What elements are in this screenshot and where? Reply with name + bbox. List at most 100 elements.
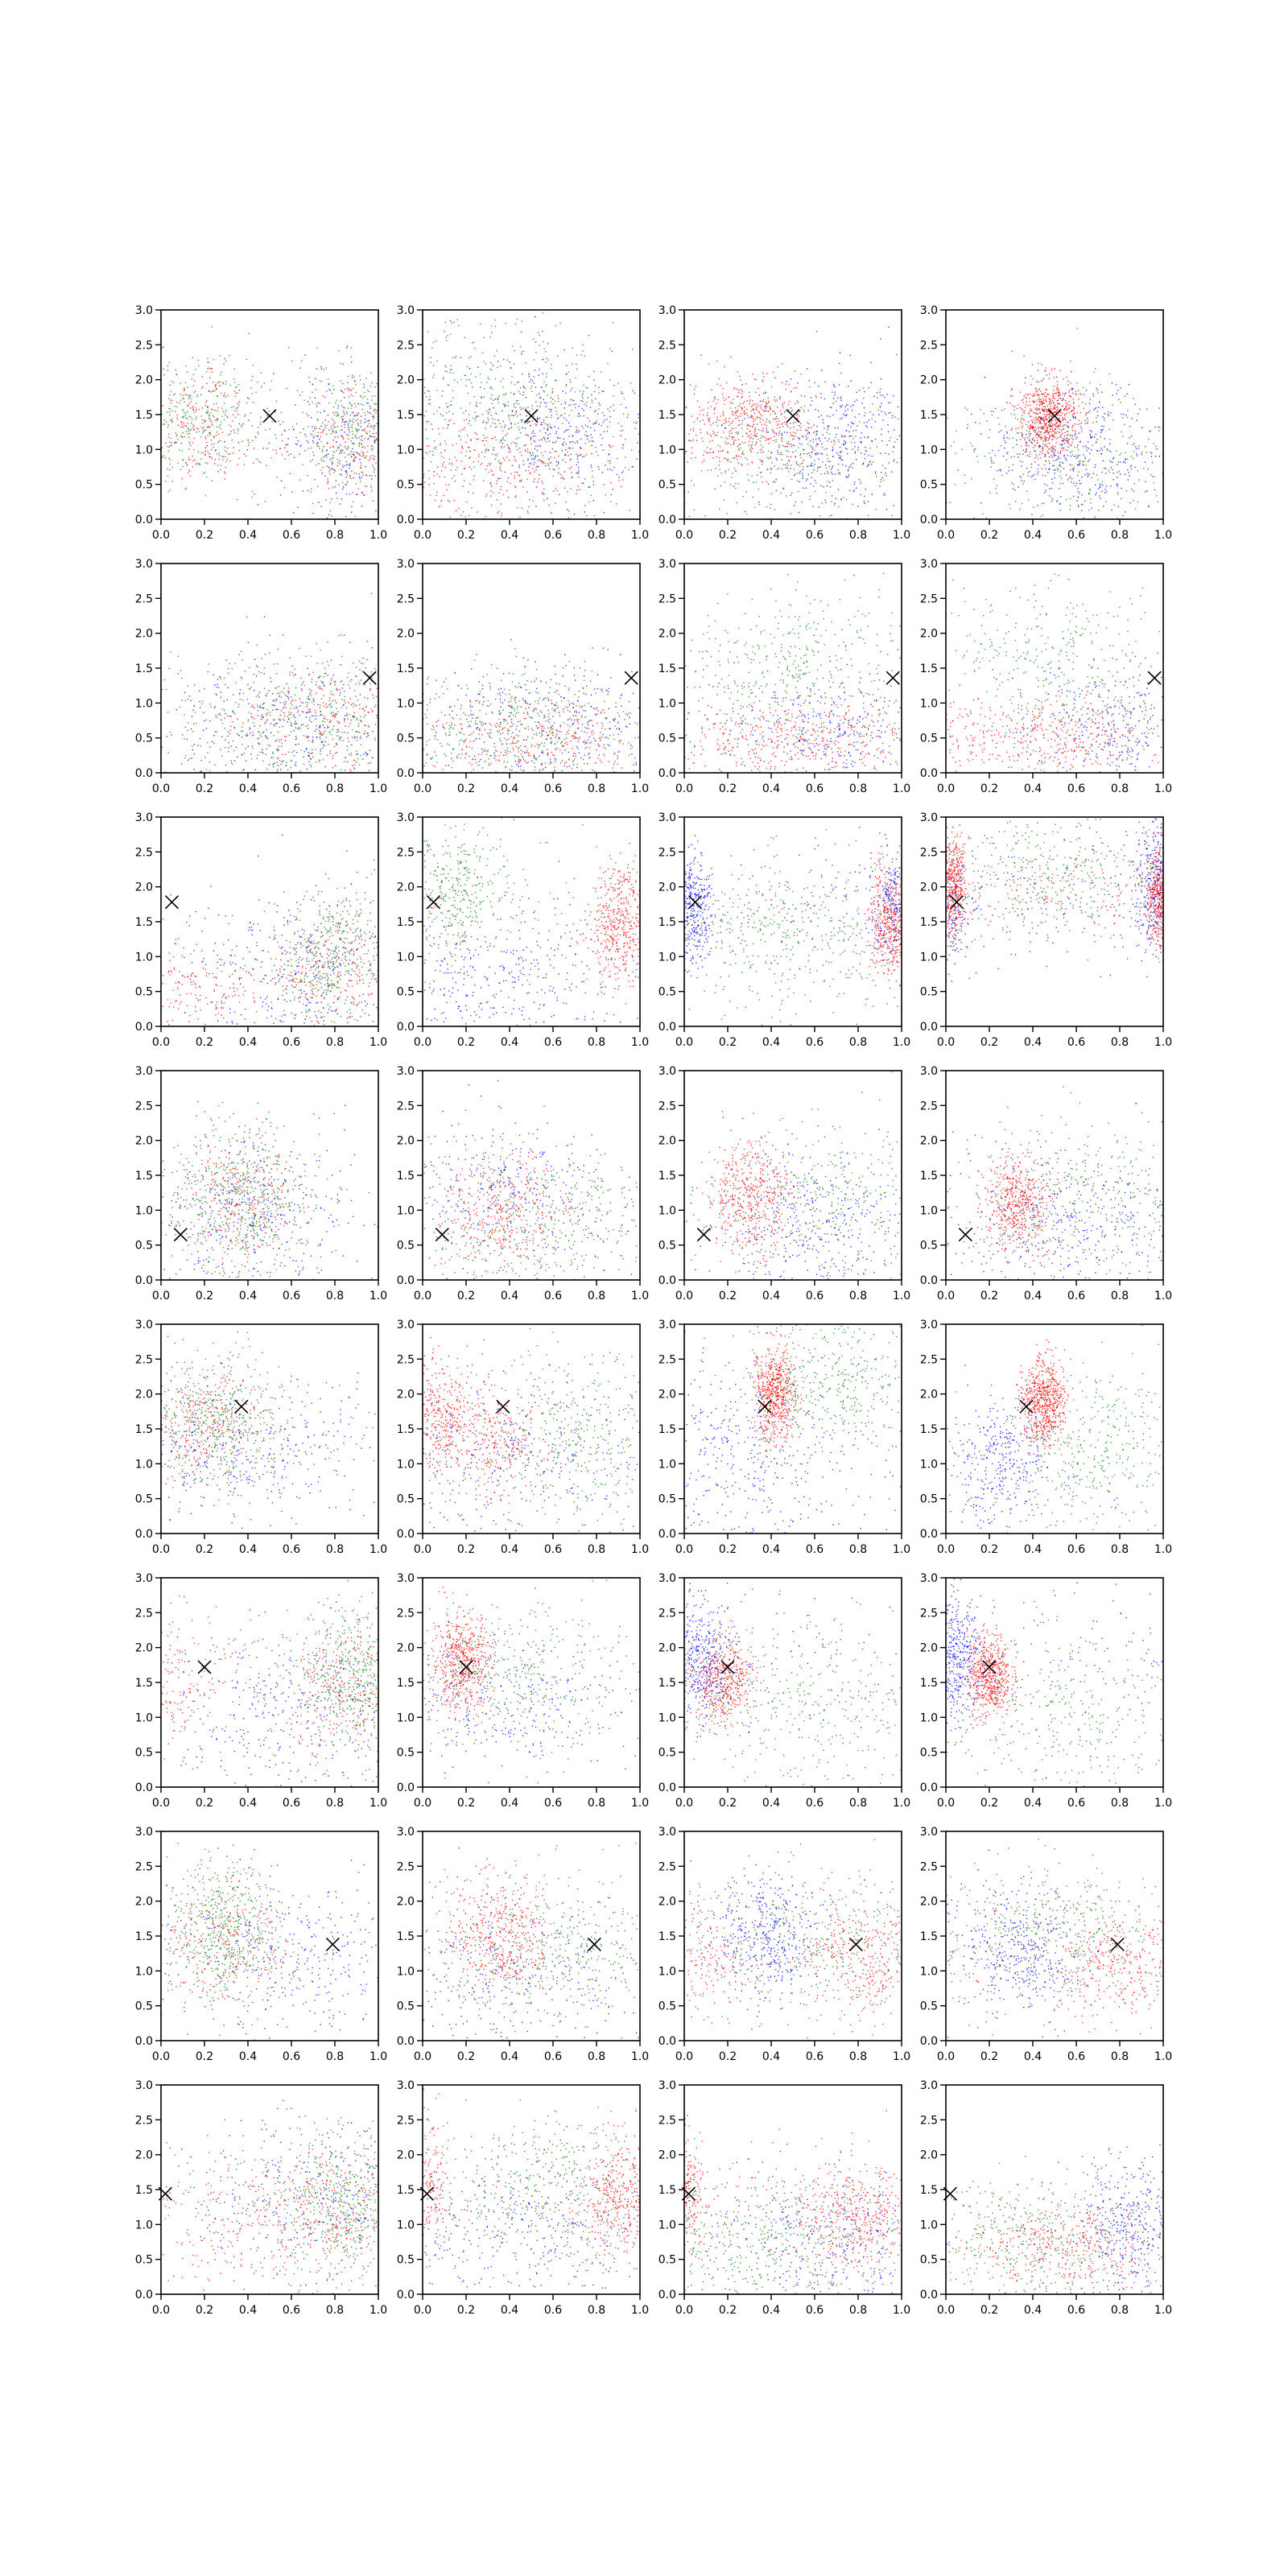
point-blue	[1080, 482, 1082, 485]
point-red	[525, 450, 526, 452]
point-red	[283, 487, 286, 489]
point-red	[213, 446, 214, 448]
point-blue	[342, 415, 344, 418]
point-blue	[266, 415, 268, 417]
point-red	[745, 432, 747, 434]
point-blue	[576, 464, 578, 466]
point-green	[450, 400, 452, 402]
point-green	[280, 411, 283, 413]
point-green	[260, 416, 262, 418]
point-green	[333, 469, 335, 470]
point-blue	[602, 449, 605, 451]
point-blue	[304, 354, 306, 356]
point-red	[739, 403, 741, 405]
point-green	[755, 481, 758, 483]
point-blue	[518, 464, 520, 466]
point-blue	[854, 446, 856, 448]
point-red	[725, 421, 727, 423]
point-green	[851, 441, 852, 444]
point-blue	[1043, 502, 1045, 504]
point-red	[554, 469, 555, 471]
point-red	[209, 456, 212, 458]
point-blue	[1097, 488, 1100, 489]
point-green	[793, 438, 795, 440]
point-red	[770, 408, 771, 410]
point-red	[737, 439, 740, 440]
point-red	[527, 513, 529, 514]
point-green	[374, 408, 375, 411]
point-blue	[208, 456, 210, 458]
point-red	[192, 466, 194, 468]
point-green	[714, 396, 716, 398]
point-green	[349, 419, 351, 421]
point-red	[1067, 422, 1069, 423]
point-blue	[576, 442, 578, 444]
point-blue	[1075, 482, 1077, 485]
point-red	[348, 427, 349, 429]
point-green	[507, 405, 510, 407]
point-green	[452, 357, 454, 359]
point-green	[316, 411, 318, 413]
point-red	[691, 452, 693, 454]
x-tick-label: 0.8	[326, 529, 344, 542]
point-red	[757, 423, 758, 425]
point-green	[356, 493, 357, 495]
point-green	[1062, 425, 1063, 427]
point-green	[445, 402, 448, 405]
point-green	[778, 453, 780, 455]
point-blue	[750, 416, 752, 418]
point-blue	[1120, 473, 1121, 475]
point-red	[323, 429, 324, 431]
point-red	[796, 400, 798, 402]
point-red	[225, 396, 226, 398]
point-blue	[1068, 477, 1071, 479]
point-blue	[569, 426, 571, 427]
point-green	[371, 425, 373, 427]
point-blue	[829, 415, 831, 418]
point-red	[1039, 412, 1041, 414]
point-green	[1088, 493, 1091, 495]
point-green	[486, 436, 488, 438]
point-red	[725, 398, 727, 400]
point-red	[741, 407, 743, 409]
point-blue	[775, 457, 777, 460]
point-red	[1032, 425, 1034, 427]
point-red	[183, 425, 184, 427]
point-green	[890, 411, 891, 414]
point-red	[1057, 402, 1059, 404]
point-red	[768, 450, 770, 452]
point-green	[470, 424, 472, 427]
point-red	[358, 436, 361, 439]
point-blue	[1072, 392, 1074, 394]
point-red	[511, 410, 514, 411]
point-green	[568, 371, 570, 373]
point-green	[453, 379, 456, 381]
point-green	[308, 403, 310, 405]
point-red	[609, 421, 611, 423]
point-blue	[888, 462, 890, 464]
point-red	[774, 401, 777, 402]
point-green	[830, 486, 832, 488]
point-red	[1051, 368, 1053, 369]
point-blue	[351, 470, 353, 473]
point-red	[458, 507, 460, 510]
x-tick-label: 1.0	[893, 529, 910, 542]
point-green	[244, 415, 246, 417]
point-green	[964, 482, 966, 484]
point-blue	[836, 410, 837, 411]
point-blue	[528, 466, 530, 468]
point-red	[515, 460, 517, 462]
point-green	[460, 357, 462, 359]
point-blue	[1056, 400, 1059, 402]
point-green	[771, 462, 773, 464]
point-red	[1052, 430, 1054, 431]
point-green	[251, 425, 254, 427]
point-green	[364, 411, 365, 414]
point-blue	[768, 420, 770, 423]
point-blue	[578, 413, 580, 415]
point-green	[325, 367, 327, 369]
point-green	[326, 456, 328, 458]
point-blue	[189, 394, 191, 396]
point-green	[225, 466, 227, 469]
point-blue	[577, 415, 579, 417]
